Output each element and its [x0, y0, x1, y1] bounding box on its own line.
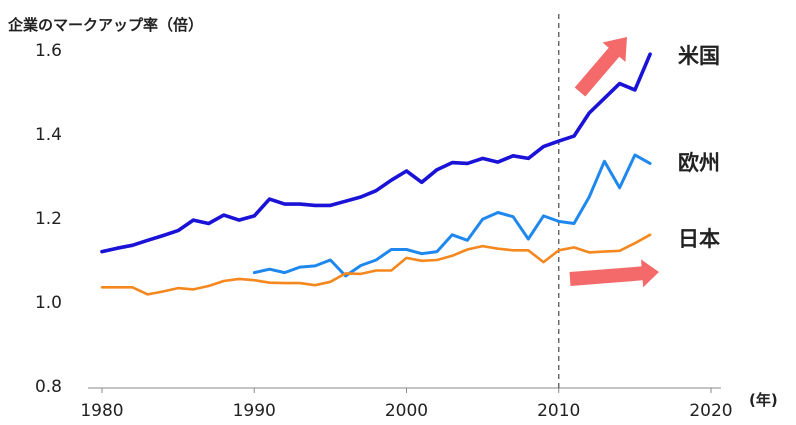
x-tick-label: 2000: [385, 401, 428, 421]
series-line: [254, 155, 650, 276]
series-lines: [102, 54, 650, 294]
series-label: 欧州: [678, 151, 720, 175]
y-tick-label: 1.0: [35, 293, 62, 313]
y-tick-label: 0.8: [35, 377, 62, 397]
x-axis: 1980 1990 2000 2010 2020: [80, 388, 732, 421]
x-tick-label: 1980: [80, 401, 123, 421]
right-arrow-icon: [570, 259, 660, 287]
y-tick-label: 1.2: [35, 209, 62, 229]
x-axis-unit: (年): [749, 391, 778, 409]
x-tick-label: 2010: [537, 401, 580, 421]
x-tick-label: 1990: [233, 401, 276, 421]
up-arrow-icon: [575, 37, 627, 97]
series-label: 米国: [678, 44, 720, 68]
x-tick-label: 2020: [689, 401, 732, 421]
y-axis: 0.8 1.0 1.2 1.4 1.6: [35, 41, 62, 397]
series-line: [102, 235, 650, 295]
y-tick-label: 1.4: [35, 125, 62, 145]
y-axis-title: 企業のマークアップ率（倍）: [7, 16, 203, 34]
y-tick-label: 1.6: [35, 41, 62, 61]
series-label: 日本: [678, 227, 720, 251]
